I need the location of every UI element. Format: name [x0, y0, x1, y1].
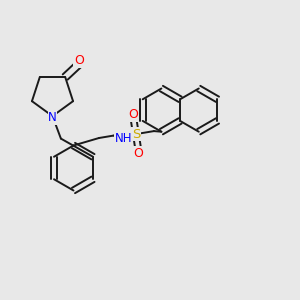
Text: S: S	[132, 128, 140, 141]
Text: O: O	[74, 54, 84, 67]
Text: O: O	[129, 108, 138, 122]
Text: O: O	[134, 147, 143, 160]
Text: N: N	[48, 111, 57, 124]
Text: NH: NH	[115, 131, 132, 145]
